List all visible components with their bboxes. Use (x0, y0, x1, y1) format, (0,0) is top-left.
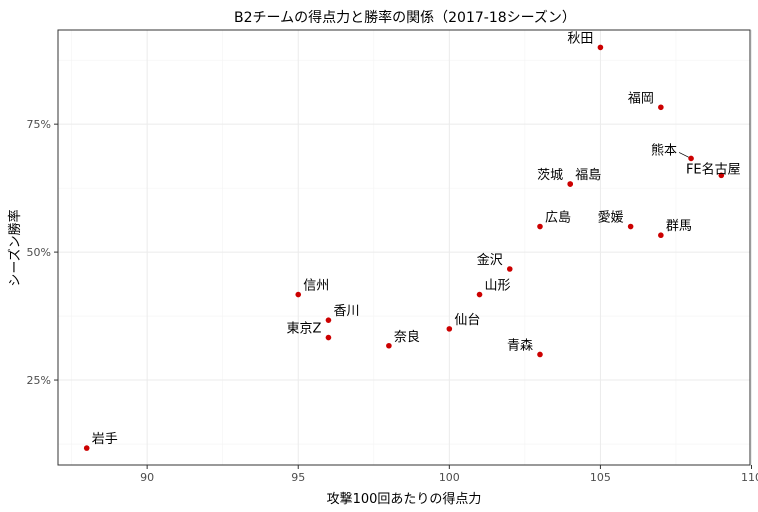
point-label: 福島 (575, 168, 601, 183)
data-point (386, 342, 392, 349)
point-label: 青森 (507, 338, 533, 353)
data-point (506, 266, 513, 272)
data-point (83, 445, 90, 451)
x-tick-label: 100 (439, 471, 460, 484)
point-label: 秋田 (567, 31, 593, 46)
data-point (476, 291, 483, 298)
data-point (537, 351, 543, 358)
point-label: 奈良 (394, 329, 420, 345)
y-tick-label: 50% (27, 246, 51, 259)
point-label: 金沢 (477, 252, 503, 268)
plot-panel-border (57, 29, 751, 466)
point-label: 仙台 (454, 313, 480, 328)
data-point (597, 44, 604, 51)
grid (58, 30, 753, 465)
x-tick-label: 95 (291, 471, 305, 484)
data-point (537, 223, 543, 230)
data-point (567, 181, 574, 187)
x-axis-title: 攻撃100回あたりの得点力 (327, 491, 482, 507)
data-point (718, 172, 725, 179)
point-label: 愛媛 (598, 211, 624, 226)
x-tick-label: 90 (140, 471, 154, 484)
axis-ticks: 90 95 100 105 110 25% 50% 75% (27, 118, 758, 484)
point-label: 群馬 (666, 219, 692, 234)
point-label: 香川 (333, 304, 359, 319)
y-tick-label: 75% (27, 118, 51, 131)
data-point (627, 223, 634, 230)
data-point (295, 291, 302, 298)
data-point (325, 317, 332, 323)
point-label: 信州 (303, 279, 329, 294)
y-tick-label: 25% (27, 374, 51, 387)
point-label: 東京Z (287, 321, 322, 337)
y-axis-title: シーズン勝率 (7, 209, 23, 286)
point-label: 山形 (485, 279, 511, 294)
point-label: 福岡 (628, 91, 654, 106)
x-tick-label: 105 (590, 471, 611, 484)
point-label: 茨城 (537, 168, 563, 183)
data-point (325, 334, 332, 341)
chart-title: B2チームの得点力と勝率の関係（2017-18シーズン） (234, 9, 576, 26)
data-point (688, 155, 694, 162)
point-label: 広島 (545, 211, 571, 226)
point-label: FE名古屋 (686, 161, 741, 177)
data-point (446, 326, 453, 332)
data-point (658, 232, 664, 239)
data-point (658, 104, 664, 111)
x-tick-label: 110 (741, 471, 758, 484)
point-label: 岩手 (92, 432, 118, 447)
point-label: 熊本 (651, 142, 677, 158)
